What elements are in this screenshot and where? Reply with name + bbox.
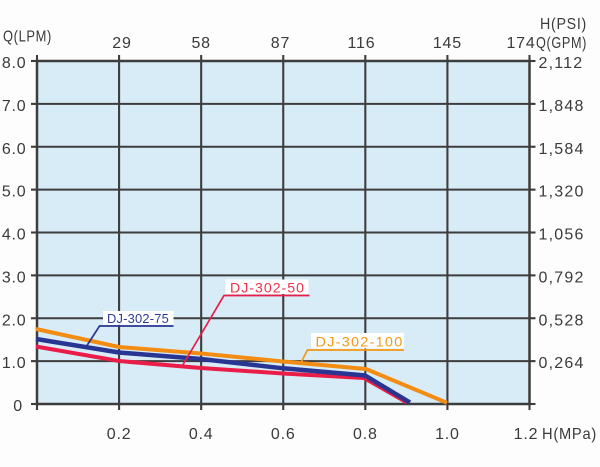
svg-text:7.0: 7.0 bbox=[2, 98, 27, 115]
svg-text:3.0: 3.0 bbox=[2, 269, 27, 286]
svg-text:116: 116 bbox=[348, 35, 376, 52]
svg-text:58: 58 bbox=[191, 35, 210, 52]
svg-text:8.0: 8.0 bbox=[2, 55, 27, 72]
svg-text:1,320: 1,320 bbox=[539, 184, 585, 201]
svg-text:4.0: 4.0 bbox=[2, 227, 27, 244]
svg-text:5.0: 5.0 bbox=[2, 184, 27, 201]
svg-text:1.0: 1.0 bbox=[2, 355, 27, 372]
svg-text:H(MPa): H(MPa) bbox=[542, 426, 597, 443]
svg-text:145: 145 bbox=[433, 35, 462, 52]
svg-text:DJ-302-100: DJ-302-100 bbox=[316, 333, 404, 349]
svg-text:174: 174 bbox=[506, 35, 535, 52]
svg-text:6.0: 6.0 bbox=[2, 141, 27, 158]
svg-text:0.2: 0.2 bbox=[107, 426, 132, 443]
svg-text:1,056: 1,056 bbox=[539, 227, 585, 244]
svg-text:0.6: 0.6 bbox=[271, 426, 296, 443]
svg-text:0,792: 0,792 bbox=[539, 269, 585, 286]
svg-text:2,112: 2,112 bbox=[539, 55, 584, 72]
svg-text:DJ-302-75: DJ-302-75 bbox=[107, 311, 169, 326]
svg-text:1.2: 1.2 bbox=[514, 426, 539, 443]
svg-text:Q(GPM): Q(GPM) bbox=[536, 35, 587, 52]
svg-text:29: 29 bbox=[112, 35, 131, 52]
svg-text:H(PSI): H(PSI) bbox=[540, 16, 587, 33]
svg-text:DJ-302-50: DJ-302-50 bbox=[230, 279, 305, 295]
svg-text:87: 87 bbox=[271, 35, 290, 52]
svg-text:Q(LPM): Q(LPM) bbox=[3, 29, 52, 46]
svg-text:0.8: 0.8 bbox=[353, 426, 378, 443]
svg-text:0.4: 0.4 bbox=[189, 426, 214, 443]
svg-text:0: 0 bbox=[13, 398, 23, 415]
svg-text:0,264: 0,264 bbox=[539, 355, 585, 372]
svg-text:1.0: 1.0 bbox=[435, 426, 460, 443]
svg-text:2.0: 2.0 bbox=[2, 312, 27, 329]
svg-text:1,848: 1,848 bbox=[539, 98, 585, 115]
svg-text:0,528: 0,528 bbox=[539, 312, 585, 329]
svg-text:1,584: 1,584 bbox=[539, 141, 585, 158]
